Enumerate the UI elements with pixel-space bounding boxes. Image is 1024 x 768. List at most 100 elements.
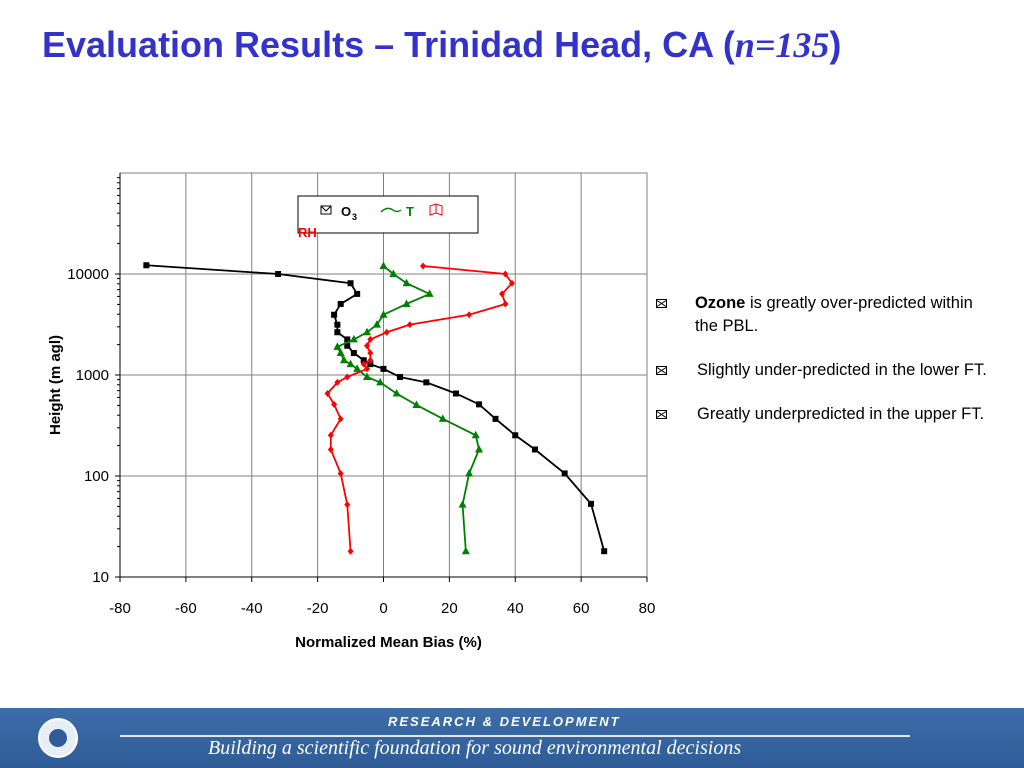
data-point-t <box>379 310 388 318</box>
data-point-rh <box>337 415 344 423</box>
finding-ozone-bold: Ozone <box>694 294 746 312</box>
data-point-t <box>353 364 362 372</box>
finding-ozone-text: is greatly over-predicted within the PBL… <box>694 294 973 335</box>
data-point-rh <box>364 365 371 373</box>
y-tick-label: 10000 <box>67 266 109 283</box>
data-point-t <box>333 342 342 350</box>
data-point-rh <box>367 349 374 357</box>
data-point-o3 <box>350 350 357 357</box>
data-point-o3 <box>275 271 282 277</box>
data-point-t <box>339 355 348 364</box>
data-point-o3 <box>331 311 338 318</box>
legend-o3-subscript: 3 <box>352 212 357 222</box>
legend-o3-icon <box>320 205 332 215</box>
data-point-rh <box>420 262 427 270</box>
data-point-o3 <box>337 300 344 307</box>
x-tick-label: -40 <box>241 600 263 617</box>
data-point-o3 <box>561 470 568 477</box>
data-point-t <box>458 500 467 508</box>
footer-banner: RESEARCH & DEVELOPMENT Building a scient… <box>0 708 1024 768</box>
data-point-rh <box>499 290 506 298</box>
data-point-t <box>402 278 411 287</box>
finding-ozone: Ozone is greatly over-predicted within t… <box>656 292 996 338</box>
y-tick-label: 10 <box>92 569 109 586</box>
data-point-o3 <box>354 290 361 297</box>
data-point-t <box>471 430 480 439</box>
data-point-t <box>379 261 388 270</box>
y-axis-label: Height (m agl) <box>47 335 64 435</box>
x-tick-label: 40 <box>507 600 524 617</box>
finding-lower-ft-text: Slightly under-predicted in the lower FT… <box>697 361 987 379</box>
data-point-t <box>461 546 470 555</box>
data-point-t <box>346 359 355 368</box>
data-point-t <box>392 389 401 397</box>
data-point-o3 <box>588 500 595 507</box>
finding-upper-ft-text: Greatly underpredicted in the upper FT. <box>697 405 985 423</box>
envelope-bullet-icon <box>656 403 672 426</box>
data-point-t <box>363 372 372 381</box>
data-point-rh <box>344 373 351 381</box>
data-point-o3 <box>347 280 354 287</box>
data-point-rh <box>367 335 374 343</box>
data-point-rh <box>406 321 413 329</box>
data-point-rh <box>344 501 351 509</box>
data-point-o3 <box>396 374 403 381</box>
data-point-rh <box>327 445 334 453</box>
x-tick-label: 20 <box>441 600 458 617</box>
data-point-t <box>372 320 381 328</box>
data-point-t <box>438 414 447 422</box>
legend-o3-label: O <box>341 204 351 219</box>
x-tick-label: 80 <box>639 600 656 617</box>
data-point-o3 <box>476 401 483 408</box>
x-axis-label: Normalized Mean Bias (%) <box>295 634 482 651</box>
x-tick-label: 0 <box>379 600 387 617</box>
x-tick-label: 60 <box>573 600 590 617</box>
data-point-rh <box>360 360 367 368</box>
legend-rh-label: RH <box>298 225 317 240</box>
data-point-o3 <box>344 342 351 349</box>
data-point-t <box>425 289 434 297</box>
footer-divider <box>120 735 910 737</box>
data-point-o3 <box>423 379 430 386</box>
data-point-rh <box>466 311 473 319</box>
findings-list: Ozone is greatly over-predicted within t… <box>656 292 996 447</box>
envelope-bullet-icon <box>656 359 672 382</box>
title-close: ) <box>829 24 842 65</box>
data-point-rh <box>502 270 509 278</box>
data-point-o3 <box>334 329 341 336</box>
data-point-o3 <box>360 357 367 364</box>
data-point-o3 <box>143 262 150 269</box>
footer-heading: RESEARCH & DEVELOPMENT <box>388 714 621 729</box>
x-tick-label: -60 <box>175 600 197 617</box>
envelope-bullet-icon <box>656 292 670 315</box>
data-point-o3 <box>532 446 539 453</box>
data-point-t <box>412 400 421 408</box>
data-point-rh <box>327 431 334 439</box>
data-point-rh <box>334 378 341 386</box>
x-tick-label: -20 <box>307 600 329 617</box>
data-point-t <box>402 299 411 307</box>
data-point-rh <box>337 469 344 477</box>
legend-t-label: T <box>406 204 414 219</box>
data-point-t <box>363 327 372 336</box>
data-point-o3 <box>334 321 341 328</box>
data-point-rh <box>508 279 515 287</box>
data-point-o3 <box>492 415 499 422</box>
y-tick-label: 100 <box>84 468 109 485</box>
data-point-t <box>376 377 385 386</box>
page-title: Evaluation Results – Trinidad Head, CA (… <box>42 24 841 66</box>
data-point-o3 <box>452 390 459 397</box>
data-point-o3 <box>601 548 608 555</box>
data-point-rh <box>367 356 374 364</box>
data-point-rh <box>347 547 354 555</box>
data-point-o3 <box>512 432 519 439</box>
data-point-t <box>336 348 345 357</box>
data-point-t <box>349 334 358 343</box>
agency-seal-icon <box>38 718 78 758</box>
x-tick-label: -80 <box>109 600 131 617</box>
data-point-t <box>475 444 484 453</box>
data-point-o3 <box>367 361 374 368</box>
footer-tagline: Building a scientific foundation for sou… <box>208 737 742 759</box>
legend-t-icon <box>380 207 402 213</box>
title-main: Evaluation Results – Trinidad Head, CA ( <box>42 24 735 65</box>
